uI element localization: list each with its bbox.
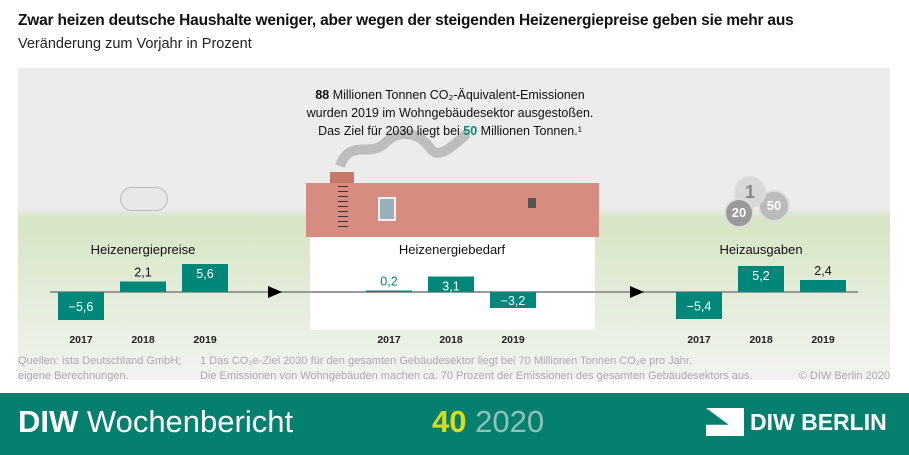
emissions-note: 88 Millionen Tonnen CO₂-Äquivalent-Emiss…: [306, 88, 594, 138]
chimney-icon: [330, 172, 354, 183]
data-label: −3,2: [501, 294, 526, 308]
bar: [428, 276, 474, 292]
x-tick-label: 2019: [501, 334, 525, 346]
data-label: −5,6: [69, 300, 94, 314]
logo-mark-icon: [706, 408, 744, 436]
bar: [490, 292, 536, 308]
footer-band: [0, 393, 909, 455]
x-tick-label: 2018: [749, 334, 773, 346]
arrow-icon: [630, 286, 644, 298]
ladder-icon: [338, 186, 348, 231]
bar-chart: −5,6 2017 2,1 2018 5,6 2019 0,2 2017 3,1 2018 −3,2…: [50, 264, 858, 346]
footnote: 1 Das CO₂e-Ziel 2030 für den gesamten Ge…: [200, 355, 753, 382]
diw-logo: DIW BERLIN: [706, 408, 887, 436]
arrow-icon: [268, 286, 282, 298]
group-title: Heizausgaben: [719, 242, 803, 257]
x-tick-label: 2018: [439, 334, 463, 346]
chart-title: Zwar heizen deutsche Haushalte weniger, …: [18, 12, 794, 29]
house-roof: [306, 183, 599, 237]
bar: [58, 292, 104, 320]
x-tick-label: 2019: [193, 334, 217, 346]
group-title: Heizenergiebedarf: [398, 242, 506, 257]
window-icon: [528, 198, 536, 208]
data-label: −5,4: [687, 300, 712, 314]
x-tick-label: 2017: [377, 334, 401, 346]
bar: [738, 266, 784, 292]
bar: [676, 292, 722, 319]
bar: [120, 281, 166, 292]
copyright: © DIW Berlin 2020: [798, 370, 890, 382]
bar: [366, 290, 412, 292]
data-label: 3,1: [442, 280, 459, 294]
group-title: Heizenergiepreise: [90, 242, 196, 257]
data-label: 2,1: [134, 266, 151, 280]
source-note: Quellen: ista Deutschland GmbH; eigene Be…: [18, 355, 182, 382]
publication-title: DIW Wochenbericht: [18, 404, 294, 439]
data-label: 5,2: [752, 269, 769, 283]
coin-icon: 20: [724, 198, 754, 228]
data-label: 0,2: [380, 275, 397, 289]
window-icon: [378, 197, 396, 221]
gas-tank-icon: [120, 187, 168, 211]
x-tick-label: 2018: [131, 334, 155, 346]
chart-subtitle: Veränderung zum Vorjahr in Prozent: [18, 36, 252, 52]
x-tick-label: 2017: [69, 334, 93, 346]
data-label: 2,4: [814, 264, 831, 278]
x-tick-label: 2019: [811, 334, 835, 346]
bar: [182, 264, 228, 292]
data-label: 5,6: [196, 267, 213, 281]
issue-number: 40 2020: [432, 404, 545, 439]
bar: [800, 280, 846, 292]
smoke-icon: [335, 128, 470, 168]
x-tick-label: 2017: [687, 334, 711, 346]
